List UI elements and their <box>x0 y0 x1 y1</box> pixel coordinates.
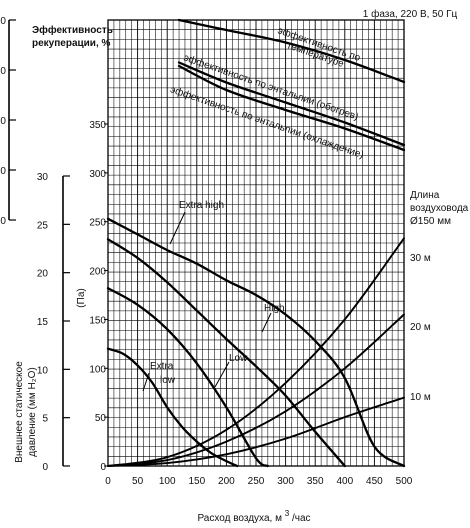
duct-curve-3 <box>107 396 405 467</box>
efficiency-curve-2 <box>177 61 406 147</box>
x-tick-label: 500 <box>396 476 413 487</box>
duct-header-line1: Длина <box>410 190 440 201</box>
x-tick-label: 200 <box>218 476 235 487</box>
fan-curve-4 <box>106 347 239 468</box>
x-tick-label: 100 <box>159 476 176 487</box>
pa-tick-label: 250 <box>89 218 106 229</box>
x-tick-label: 0 <box>105 476 111 487</box>
x-axis-title: Расход воздуха, м 3 /час <box>197 508 310 524</box>
label-leader-extra-high <box>169 211 186 245</box>
mm-tick-label: 20 <box>37 269 49 280</box>
mm-tick-label: 5 <box>42 414 48 425</box>
label-low: Low <box>229 353 248 364</box>
grid <box>107 19 405 467</box>
efficiency-curve-3 <box>177 64 406 152</box>
pa-tick-label: 300 <box>89 169 106 180</box>
mm-tick-label: 10 <box>37 365 49 376</box>
label-eff-enth-cool: эффективность по энтальпии (охлаждение) <box>169 83 366 161</box>
pressure-mm-axis-title-line2: давление (мм H₂O) <box>27 367 38 456</box>
duct-header-line3: Ø150 мм <box>410 216 451 227</box>
label-duct-10: 10 м <box>410 392 431 403</box>
label-extra-low-line1: Extra <box>150 361 174 372</box>
efficiency-tick-label: 60 <box>0 166 6 177</box>
series <box>106 18 406 468</box>
mm-tick-label: 30 <box>37 172 49 183</box>
label-extra-high: Extra high <box>179 200 224 211</box>
efficiency-tick-label: 70 <box>0 116 6 127</box>
fan-curve-3 <box>106 287 269 468</box>
pa-tick-label: 50 <box>95 413 107 424</box>
efficiency-tick-label: 80 <box>0 66 6 77</box>
duct-header: Длина воздуховода Ø150 мм <box>410 190 469 227</box>
ticks: 0 50 100 150 200 250 300 350 400 450 5000501001502… <box>0 16 413 487</box>
x-tick-label: 400 <box>336 476 353 487</box>
x-tick-label: 150 <box>188 476 205 487</box>
x-tick-label: 350 <box>307 476 324 487</box>
pressure-pa-axis-title: (Па) <box>76 288 87 307</box>
efficiency-axis-title-line2: рекуперации, % <box>32 38 111 49</box>
pa-tick-label: 0 <box>100 462 106 473</box>
x-axis-title-tail: /час <box>292 513 311 524</box>
duct-curve-1 <box>107 237 405 467</box>
label-leader-low <box>214 361 230 388</box>
x-axis-title-sup: 3 <box>285 509 290 518</box>
pa-tick-label: 150 <box>89 315 106 326</box>
label-duct-20: 20 м <box>410 322 431 333</box>
x-tick-label: 300 <box>277 476 294 487</box>
fan-curve-2 <box>106 238 346 468</box>
x-tick-label: 50 <box>132 476 144 487</box>
x-tick-label: 450 <box>366 476 383 487</box>
x-axis-title-text: Расход воздуха, м <box>197 513 282 524</box>
x-tick-label: 250 <box>248 476 265 487</box>
efficiency-curve-1 <box>177 18 406 84</box>
header-note: 1 фаза, 220 В, 50 Гц <box>363 8 458 20</box>
fan-curve-1 <box>106 217 406 468</box>
efficiency-axis-title-line1: Эффективность <box>32 24 113 36</box>
label-extra-low-line2: low <box>160 375 176 386</box>
label-leader-high <box>261 312 272 333</box>
label-high: High <box>264 303 285 314</box>
pa-tick-label: 200 <box>89 267 106 278</box>
mm-tick-label: 0 <box>42 462 48 473</box>
duct-header-line2: воздуховода <box>410 203 469 214</box>
pressure-mm-axis-title-line1: Внешнее статическое <box>14 361 25 463</box>
mm-tick-label: 15 <box>37 317 49 328</box>
efficiency-tick-label: 90 <box>0 16 6 27</box>
duct-curve-2 <box>107 313 405 467</box>
mm-tick-label: 25 <box>37 220 49 231</box>
label-leader-extra-low <box>142 372 150 392</box>
pa-tick-label: 100 <box>89 364 106 375</box>
efficiency-tick-label: 50 <box>0 216 6 227</box>
pa-tick-label: 350 <box>89 120 106 131</box>
label-duct-30: 30 м <box>410 253 431 264</box>
